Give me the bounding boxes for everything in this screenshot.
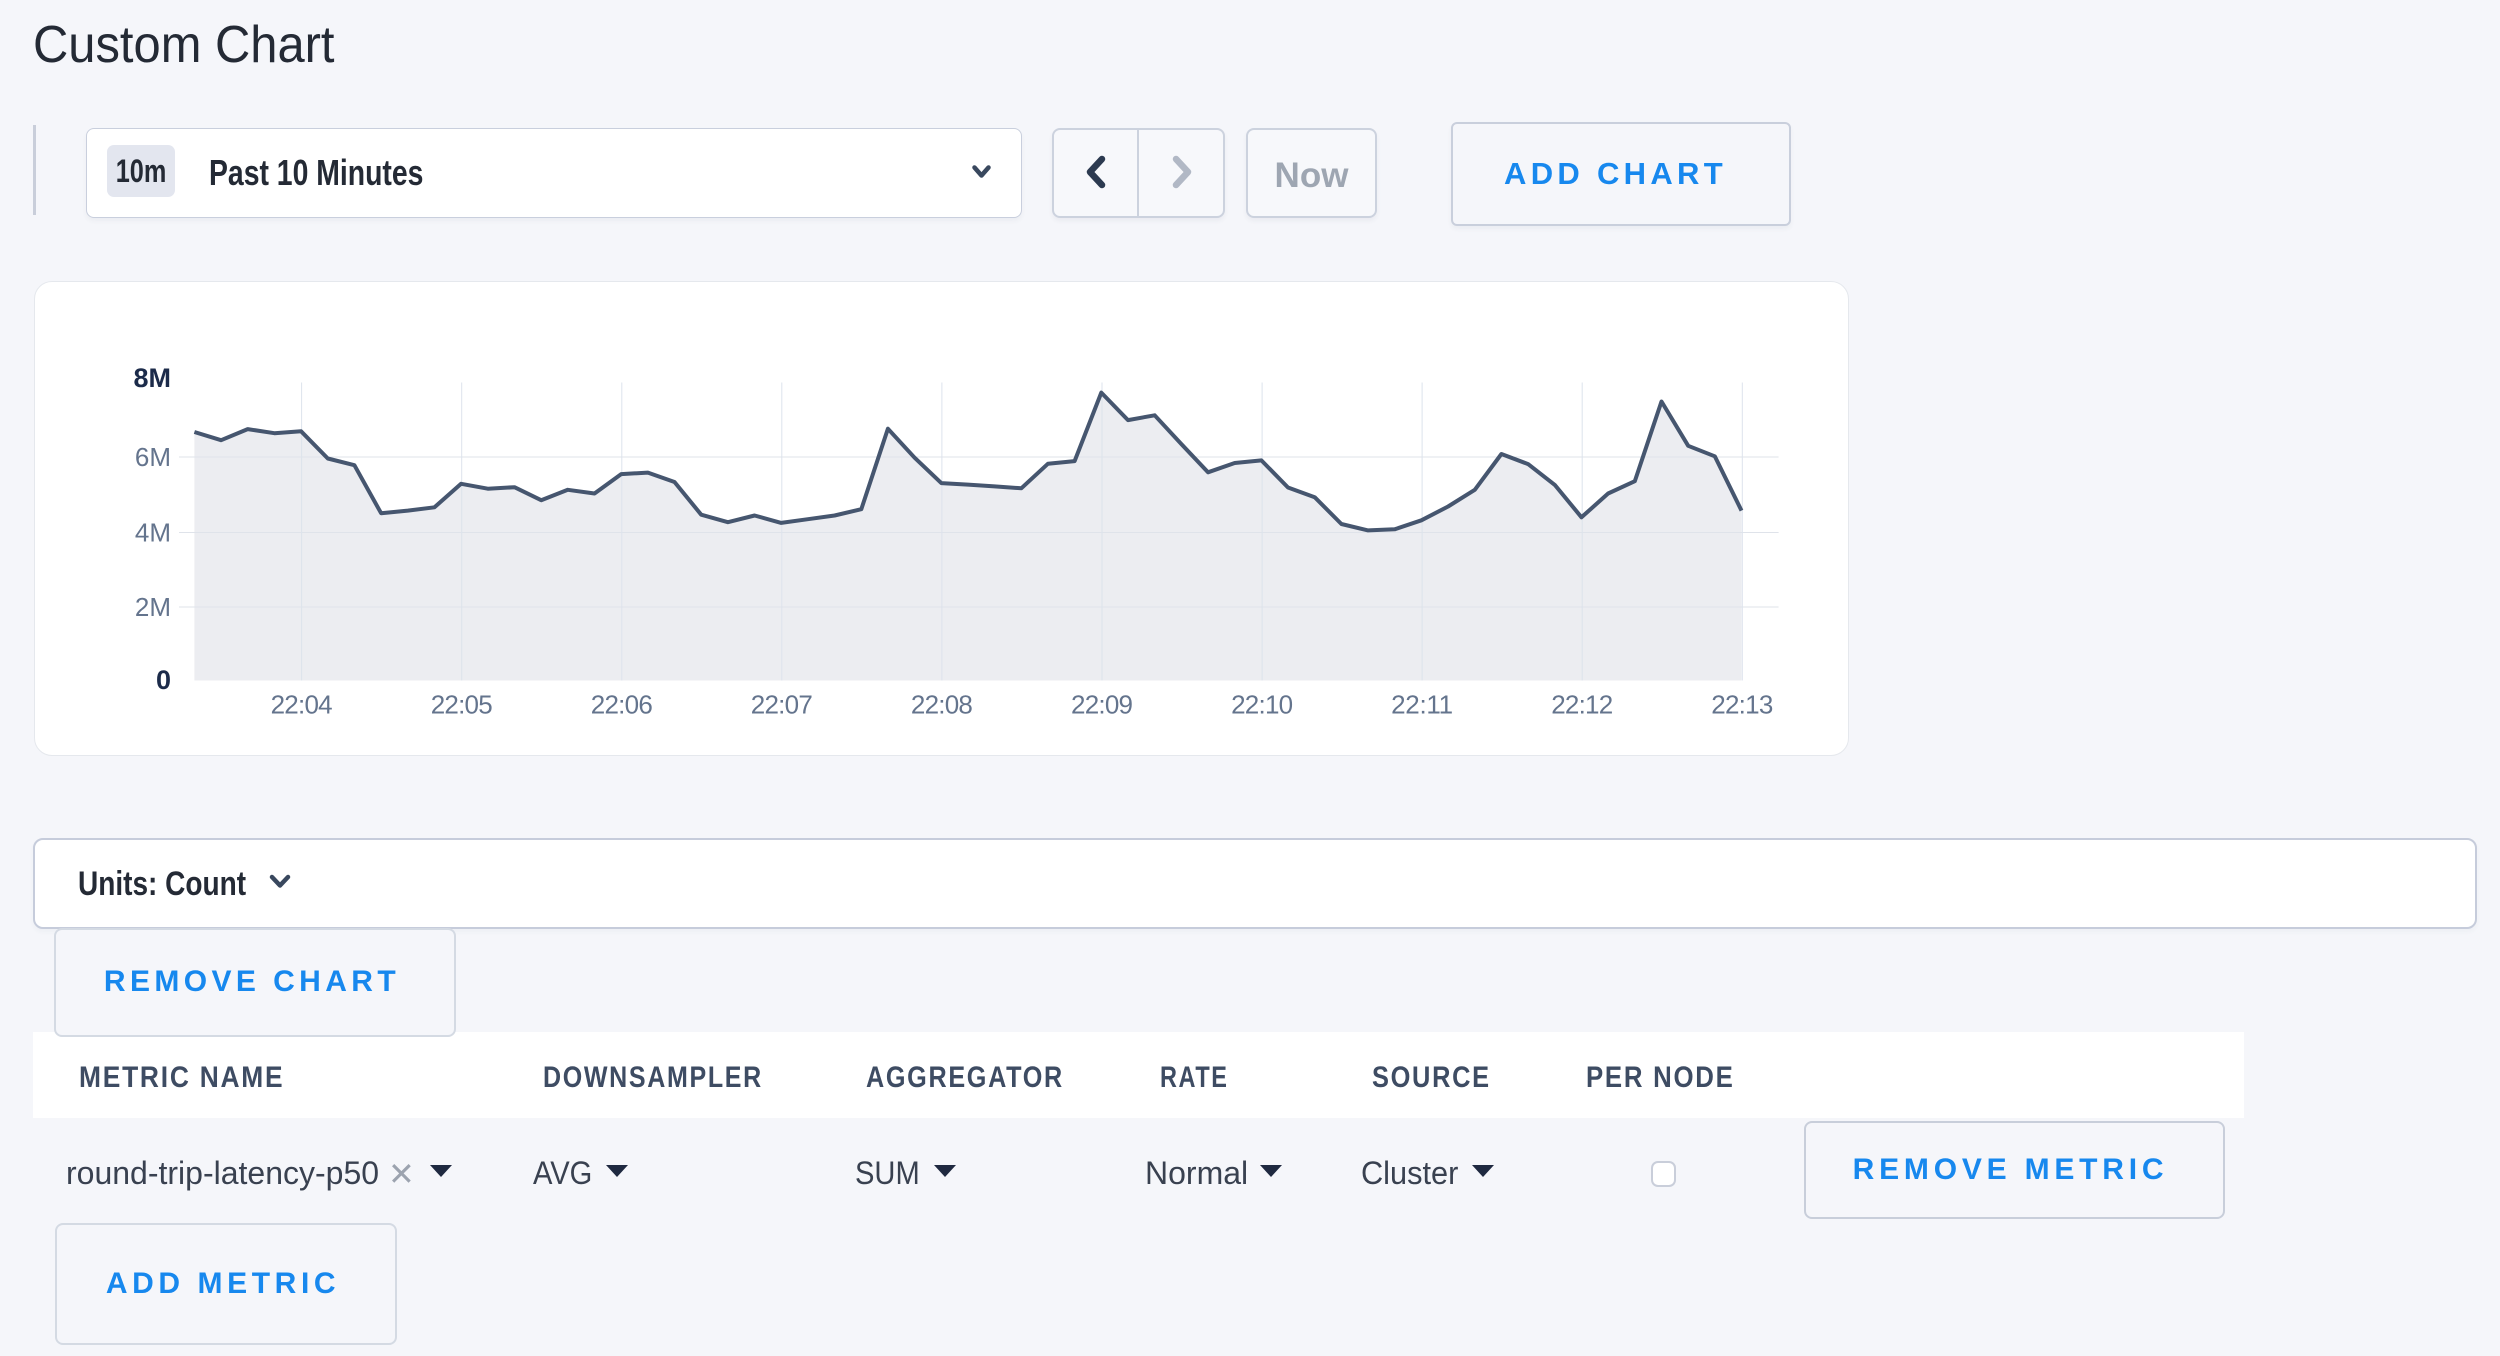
svg-text:22:08: 22:08 bbox=[911, 690, 973, 720]
svg-text:22:12: 22:12 bbox=[1551, 690, 1613, 720]
svg-text:22:05: 22:05 bbox=[431, 690, 493, 720]
svg-text:6M: 6M bbox=[135, 442, 171, 472]
svg-text:0: 0 bbox=[156, 665, 171, 695]
svg-text:8M: 8M bbox=[133, 363, 171, 393]
svg-text:22:13: 22:13 bbox=[1711, 690, 1773, 720]
svg-text:22:09: 22:09 bbox=[1071, 690, 1133, 720]
svg-text:4M: 4M bbox=[135, 518, 171, 548]
svg-text:22:10: 22:10 bbox=[1231, 690, 1293, 720]
svg-text:22:06: 22:06 bbox=[591, 690, 653, 720]
svg-text:22:07: 22:07 bbox=[751, 690, 813, 720]
svg-text:22:11: 22:11 bbox=[1391, 690, 1453, 720]
svg-text:2M: 2M bbox=[135, 592, 171, 622]
svg-text:22:04: 22:04 bbox=[271, 690, 333, 720]
